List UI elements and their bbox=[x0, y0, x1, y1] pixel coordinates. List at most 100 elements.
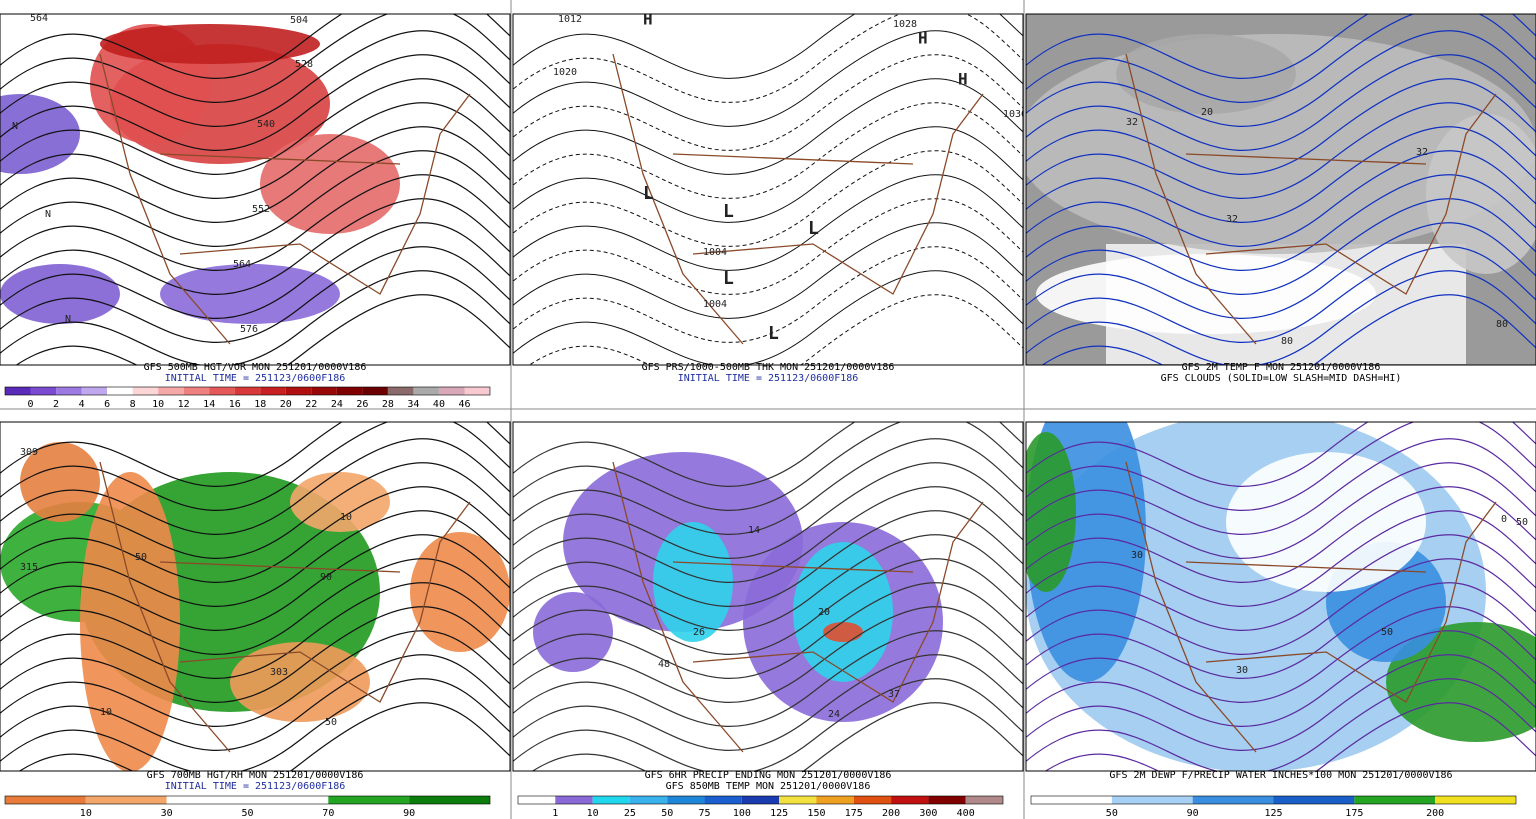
contour bbox=[0, 150, 510, 247]
contour bbox=[1026, 678, 1536, 771]
contour bbox=[1026, 174, 1536, 271]
colorbar-swatch bbox=[667, 796, 705, 804]
shaded-area bbox=[100, 24, 320, 64]
colorbar-label: 200 bbox=[882, 808, 900, 819]
map-label: 32 bbox=[1416, 147, 1428, 158]
contour bbox=[513, 270, 1023, 365]
colorbar-label: 100 bbox=[733, 808, 751, 819]
map-label: N bbox=[65, 314, 71, 325]
map-label: 1012 bbox=[558, 14, 582, 25]
caption: INITIAL TIME = 251123/0600F186 bbox=[678, 373, 859, 384]
shaded-area bbox=[0, 94, 80, 174]
map-label: 1028 bbox=[893, 19, 917, 30]
shaded-area bbox=[1036, 254, 1376, 334]
colorbar-label: 125 bbox=[1264, 808, 1282, 819]
map-label: 540 bbox=[257, 119, 275, 130]
colorbar-swatch bbox=[107, 387, 133, 395]
contour bbox=[1026, 510, 1536, 607]
colorbar-label: 70 bbox=[322, 808, 334, 819]
contour bbox=[1026, 150, 1536, 247]
colorbar-frame bbox=[4, 386, 491, 396]
colorbar-label: 24 bbox=[331, 399, 343, 410]
contour bbox=[1026, 534, 1536, 631]
contour bbox=[0, 606, 510, 703]
contour bbox=[1026, 422, 1536, 487]
map-label: 20 bbox=[1201, 107, 1213, 118]
colorbar-swatch bbox=[234, 387, 261, 395]
colorbar-swatch bbox=[816, 796, 854, 804]
colorbar-label: 200 bbox=[1426, 808, 1444, 819]
contour bbox=[1026, 222, 1536, 319]
map-label: 315 bbox=[20, 562, 38, 573]
contour bbox=[513, 534, 1023, 631]
colorbar-swatch bbox=[704, 796, 742, 804]
map-label: L bbox=[808, 218, 819, 239]
colorbar-swatch bbox=[741, 796, 780, 804]
map: 309 315 50 10 90 303 10 50 bbox=[0, 422, 510, 771]
contour bbox=[1026, 486, 1536, 583]
colorbar-swatch bbox=[928, 796, 966, 804]
colorbar-swatch bbox=[56, 387, 82, 395]
panel: 1012 1020 1028 1036 1004 1004 H H H L L L L L GFS PRS/… bbox=[512, 13, 1027, 384]
colorbar-frame bbox=[517, 795, 1004, 805]
contour bbox=[1026, 462, 1536, 559]
colorbar-swatch bbox=[1435, 796, 1516, 804]
caption: GFS 6HR PRECIP ENDING MON 251201/0000V18… bbox=[645, 770, 892, 781]
colorbar-label: 90 bbox=[1187, 808, 1199, 819]
colorbar-label: 46 bbox=[458, 399, 470, 410]
colorbar-label: 34 bbox=[407, 399, 419, 410]
map-label: 0 bbox=[1501, 514, 1507, 525]
contour bbox=[513, 422, 1023, 487]
colorbar-label: 300 bbox=[919, 808, 937, 819]
map-label: N bbox=[45, 209, 51, 220]
contour bbox=[0, 422, 510, 511]
contour bbox=[0, 174, 510, 271]
contour bbox=[0, 654, 510, 751]
map-label: 576 bbox=[240, 324, 258, 335]
map-label: 50 bbox=[135, 552, 147, 563]
caption: GFS 2M TEMP F MON 251201/0000V186 bbox=[1182, 362, 1381, 373]
caption: INITIAL TIME = 251123/0600F186 bbox=[165, 781, 346, 792]
map-label: 564 bbox=[233, 259, 251, 270]
caption: GFS 2M DEWP F/PRECIP WATER INCHES*100 MO… bbox=[1109, 770, 1452, 781]
colorbar-swatch bbox=[328, 796, 410, 804]
map-label: L bbox=[643, 183, 654, 204]
colorbar-label: 30 bbox=[161, 808, 173, 819]
map: 1012 1020 1028 1036 1004 1004 H H H L L L L L bbox=[513, 14, 1027, 365]
colorbar-label: 4 bbox=[79, 399, 85, 410]
colorbar-swatch bbox=[518, 796, 556, 804]
colorbar-swatch bbox=[592, 796, 630, 804]
map-label: 1004 bbox=[703, 247, 727, 258]
map: 30 50 0 30 50 bbox=[1026, 422, 1536, 771]
colorbar-swatch bbox=[132, 387, 159, 395]
map-label: 1036 bbox=[1003, 109, 1027, 120]
colorbar-swatch bbox=[409, 796, 490, 804]
map-label: 309 bbox=[20, 447, 38, 458]
contour bbox=[1026, 54, 1536, 151]
colorbar-swatch bbox=[183, 387, 210, 395]
map-label: H bbox=[918, 29, 928, 48]
map-label: 50 bbox=[1381, 627, 1393, 638]
map-label: 20 bbox=[818, 607, 830, 618]
contour bbox=[0, 30, 510, 127]
map-label: L bbox=[768, 323, 779, 344]
colorbar-label: 150 bbox=[807, 808, 825, 819]
colorbar-swatch bbox=[85, 796, 167, 804]
colorbar-label: 20 bbox=[280, 399, 292, 410]
shaded-area bbox=[1386, 622, 1536, 742]
colorbar-swatch bbox=[1354, 796, 1436, 804]
map-label: 504 bbox=[290, 15, 308, 26]
map-label: 48 bbox=[658, 659, 670, 670]
panel: 32 32 32 20 80 80 GFS 2M TEMP F MON 251201/000… bbox=[1025, 13, 1536, 384]
colorbar-label: 22 bbox=[305, 399, 317, 410]
colorbar-label: 12 bbox=[178, 399, 190, 410]
coastline bbox=[1125, 53, 1497, 345]
colorbar-label: 8 bbox=[130, 399, 136, 410]
contour bbox=[513, 78, 1023, 175]
map-label: 10 bbox=[100, 707, 112, 718]
contour bbox=[1026, 606, 1536, 703]
contour bbox=[0, 126, 510, 223]
contour bbox=[0, 486, 510, 583]
colorbar-swatch bbox=[311, 387, 337, 395]
